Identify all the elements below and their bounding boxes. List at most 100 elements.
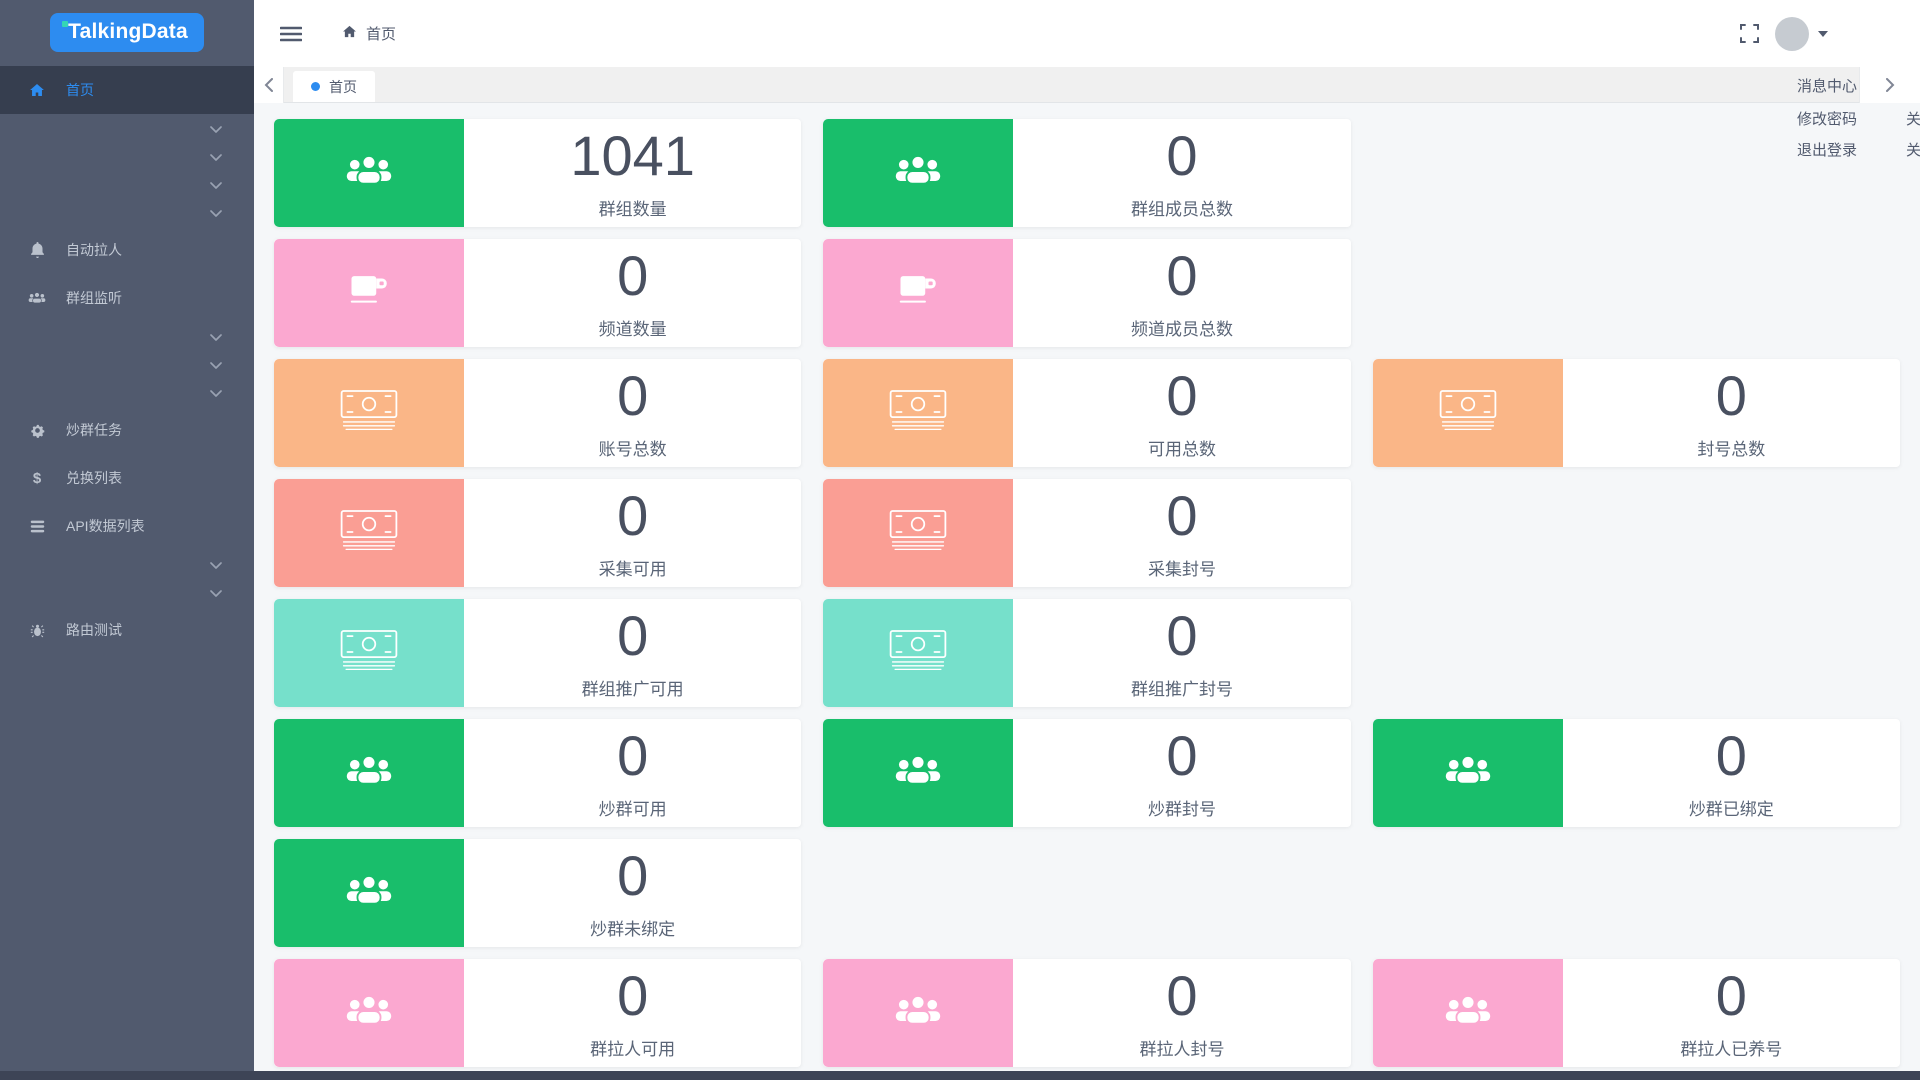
sidebar-collapsed-item[interactable] (0, 378, 254, 406)
stat-value: 0 (617, 724, 649, 787)
stat-card: 0 群组推广可用 (274, 599, 802, 707)
sidebar: TalkingData 首页自动拉人群组监听炒群任务 $ 兑换列表 API数据列表 路由… (0, 0, 254, 1080)
stat-label: 群拉人已养号 (1680, 1040, 1783, 1059)
users-icon (1444, 753, 1492, 793)
avatar[interactable] (1775, 16, 1809, 51)
stat-label: 账号总数 (598, 440, 667, 459)
stat-icon-box (823, 719, 1014, 827)
stat-value: 0 (1166, 724, 1198, 787)
tab-bar: 首页 (254, 67, 1920, 103)
sidebar-collapsed-item[interactable] (0, 322, 254, 350)
stat-card-body: 0 炒群未绑定 (464, 839, 801, 947)
stat-icon-box (1372, 719, 1563, 827)
sidebar-item-label: 兑换列表 (66, 470, 122, 486)
sidebar-item[interactable]: 首页 (0, 66, 254, 114)
edge-menu-item[interactable]: 关 (1906, 111, 1920, 128)
stat-label: 群组推广封号 (1130, 680, 1233, 699)
sidebar-item[interactable]: 群组监听 (0, 274, 254, 322)
stat-card: 0 炒群未绑定 (274, 839, 802, 947)
home-icon (28, 82, 46, 98)
user-menu-item[interactable]: 修改密码 (1796, 111, 1857, 128)
stat-label: 采集封号 (1147, 560, 1216, 579)
stat-label: 炒群可用 (598, 800, 667, 819)
chevron-down-icon (210, 176, 222, 192)
stat-card: 0 频道成员总数 (823, 239, 1351, 347)
breadcrumb[interactable]: 首页 (342, 23, 396, 44)
dollar-icon: $ (32, 469, 42, 487)
logo-dot-icon (62, 20, 69, 27)
sidebar-item[interactable]: 路由测试 (0, 606, 254, 654)
user-menu-item[interactable]: 消息中心 (1796, 77, 1857, 95)
sidebar-item[interactable]: 炒群任务 (0, 406, 254, 454)
stat-card-body: 0 炒群封号 (1013, 719, 1350, 827)
stat-label: 群组数量 (598, 200, 667, 219)
edge-menu-item[interactable]: 关 (1906, 142, 1920, 159)
stat-card-body: 0 可用总数 (1013, 359, 1350, 467)
sidebar-collapsed-item[interactable] (0, 350, 254, 378)
horizontal-scrollbar[interactable] (0, 1071, 1920, 1080)
home-icon (342, 24, 357, 43)
money-icon (889, 629, 947, 677)
user-menu-item[interactable]: 退出登录 (1796, 142, 1857, 159)
stat-icon-box (823, 599, 1014, 707)
stat-icon-box (1372, 359, 1563, 467)
stat-card: 0 炒群封号 (823, 719, 1351, 827)
stat-value: 1041 (570, 124, 695, 187)
sidebar-item[interactable]: API数据列表 (0, 502, 254, 550)
stat-icon-box (823, 959, 1014, 1067)
money-icon (889, 389, 947, 437)
users-icon (345, 153, 393, 193)
stat-value: 0 (1166, 244, 1198, 307)
sidebar-item[interactable]: $ 兑换列表 (0, 454, 254, 502)
money-icon (889, 509, 947, 557)
sidebar-item-label: 自动拉人 (66, 242, 122, 258)
stat-card: 0 群拉人已养号 (1372, 959, 1900, 1067)
users-icon (894, 153, 942, 193)
stat-card: 0 可用总数 (823, 359, 1351, 467)
stat-value: 0 (1166, 364, 1198, 427)
sidebar-collapsed-item[interactable] (0, 142, 254, 170)
stat-card-body: 0 群拉人封号 (1013, 959, 1350, 1067)
edge-clipped-menu: 关关 (1906, 103, 1920, 165)
stat-icon-box (274, 839, 464, 947)
logo-area: TalkingData (0, 0, 254, 64)
sidebar-item-label: 群组监听 (66, 290, 122, 306)
tab-scroll-right-button[interactable] (1859, 67, 1920, 103)
stat-label: 炒群未绑定 (590, 920, 676, 939)
stat-card-body: 0 采集封号 (1013, 479, 1350, 587)
users-icon (1444, 993, 1492, 1033)
stat-label: 群拉人封号 (1139, 1040, 1225, 1059)
stat-card-body: 0 群拉人可用 (464, 959, 801, 1067)
stat-value: 0 (1166, 124, 1198, 187)
sidebar-item[interactable]: 自动拉人 (0, 226, 254, 274)
stat-value: 0 (1166, 484, 1198, 547)
stat-value: 0 (617, 844, 649, 907)
sidebar-collapsed-item[interactable] (0, 170, 254, 198)
chevron-down-icon (210, 356, 222, 372)
sidebar-collapsed-item[interactable] (0, 550, 254, 578)
stat-label: 频道数量 (598, 320, 667, 339)
stat-value: 0 (1715, 724, 1747, 787)
sidebar-collapsed-item[interactable] (0, 578, 254, 606)
sidebar-collapsed-item[interactable] (0, 114, 254, 142)
stat-card-body: 0 炒群已绑定 (1563, 719, 1900, 827)
users-icon (345, 873, 393, 913)
stat-value: 0 (1715, 364, 1747, 427)
sidebar-collapsed-item[interactable] (0, 198, 254, 226)
chevron-down-icon[interactable] (1818, 30, 1828, 37)
money-icon (1439, 389, 1497, 437)
tab-scroll-left-button[interactable] (254, 67, 284, 103)
stat-icon-box (274, 479, 464, 587)
stat-card-body: 0 群组推广可用 (464, 599, 801, 707)
stat-card-body: 0 群组推广封号 (1013, 599, 1350, 707)
fullscreen-icon[interactable] (1740, 24, 1759, 43)
users-icon (894, 753, 942, 793)
tab-active-dot-icon (311, 82, 320, 91)
stat-card-body: 1041 群组数量 (464, 119, 801, 227)
hamburger-menu-icon[interactable] (280, 26, 302, 42)
user-dropdown-menu: 消息中心修改密码退出登录 (1797, 67, 1857, 165)
money-icon (340, 629, 398, 677)
stat-card: 0 账号总数 (274, 359, 802, 467)
tab-home[interactable]: 首页 (293, 71, 375, 102)
talkingdata-logo[interactable]: TalkingData (50, 12, 204, 52)
